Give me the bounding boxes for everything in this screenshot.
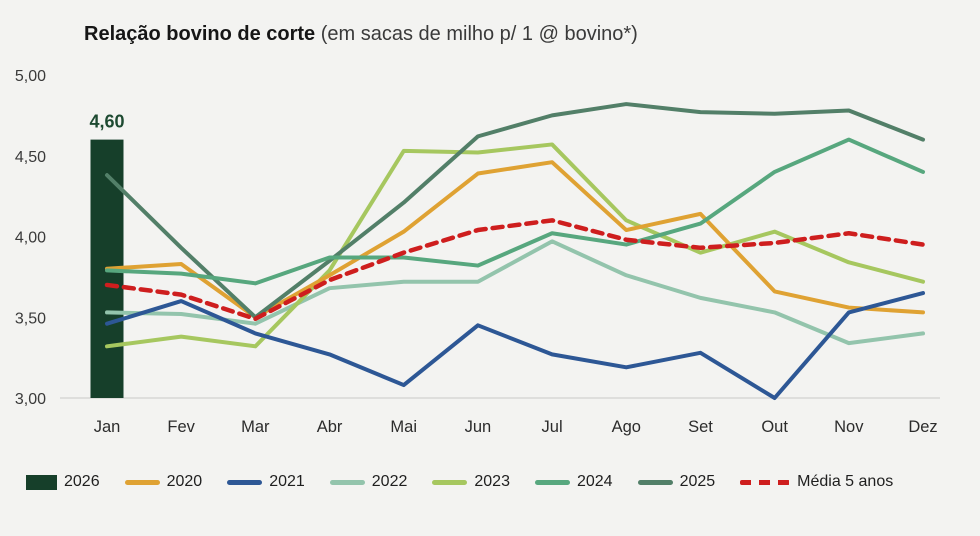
legend-label: 2022 (371, 473, 408, 490)
legend-label: 2023 (474, 473, 510, 490)
legend-label: 2025 (679, 473, 716, 490)
x-axis-label: Abr (317, 418, 343, 436)
series-line-2025 (105, 102, 925, 320)
legend-swatch-line (124, 479, 160, 485)
series-line-2024 (105, 137, 925, 286)
x-axis-label: Set (688, 418, 713, 436)
legend-swatch-line (637, 479, 673, 485)
legend-item-2026: 2026 (26, 473, 100, 491)
x-axis-label: Out (761, 418, 788, 436)
legend-item-2024: 2024 (534, 473, 613, 491)
legend-swatch-line (534, 479, 570, 485)
x-axis-label: Mai (390, 418, 417, 436)
legend-swatch-line (329, 479, 365, 485)
legend-swatch-dashed (740, 479, 791, 485)
y-axis-tick: 4,50 (15, 149, 46, 166)
series-line-2023 (105, 142, 925, 349)
legend-item-média-5-anos: Média 5 anos (740, 473, 893, 491)
chart-title-row: Relação bovino de corte (em sacas de mil… (84, 22, 638, 46)
y-axis-tick: 3,50 (15, 310, 46, 327)
x-axis-label: Ago (612, 418, 641, 436)
y-axis-tick: 3,00 (15, 391, 46, 408)
chart-title: Relação bovino de corte (84, 23, 316, 45)
legend-label: 2020 (166, 473, 203, 490)
series-line-2022 (105, 239, 925, 346)
legend-label: Média 5 anos (797, 473, 894, 490)
legend-label: 2026 (64, 473, 100, 490)
series-line-2021 (105, 291, 925, 400)
legend-item-2025: 2025 (637, 473, 716, 491)
chart-legend: 2026 2020 2021 2022 2023 2024 2025 Média 5 anos (26, 473, 966, 491)
x-axis-label: Mar (241, 418, 270, 436)
x-axis-label: Nov (834, 418, 864, 436)
chart-subtitle: (em sacas de milho p/ 1 @ bovino*) (315, 23, 638, 45)
x-axis-label: Jun (465, 418, 492, 436)
legend-item-2020: 2020 (124, 473, 203, 491)
legend-swatch-line (432, 479, 468, 485)
legend-swatch-line (227, 479, 263, 485)
bar-value-label: 4,60 (89, 112, 124, 132)
legend-swatch-bar (26, 474, 57, 490)
x-axis-label: Jan (94, 418, 121, 436)
y-axis-tick: 5,00 (15, 68, 46, 85)
legend-label: 2024 (576, 473, 613, 490)
x-axis-label: Fev (167, 418, 195, 436)
legend-item-2023: 2023 (432, 473, 510, 491)
series-line-média-5-anos (104, 218, 926, 322)
x-axis-label: Jul (542, 418, 563, 436)
legend-item-2022: 2022 (329, 473, 408, 491)
legend-label: 2021 (269, 473, 305, 490)
x-axis-label: Dez (908, 418, 937, 436)
y-axis-tick: 4,00 (15, 230, 46, 247)
legend-item-2021: 2021 (227, 473, 305, 491)
